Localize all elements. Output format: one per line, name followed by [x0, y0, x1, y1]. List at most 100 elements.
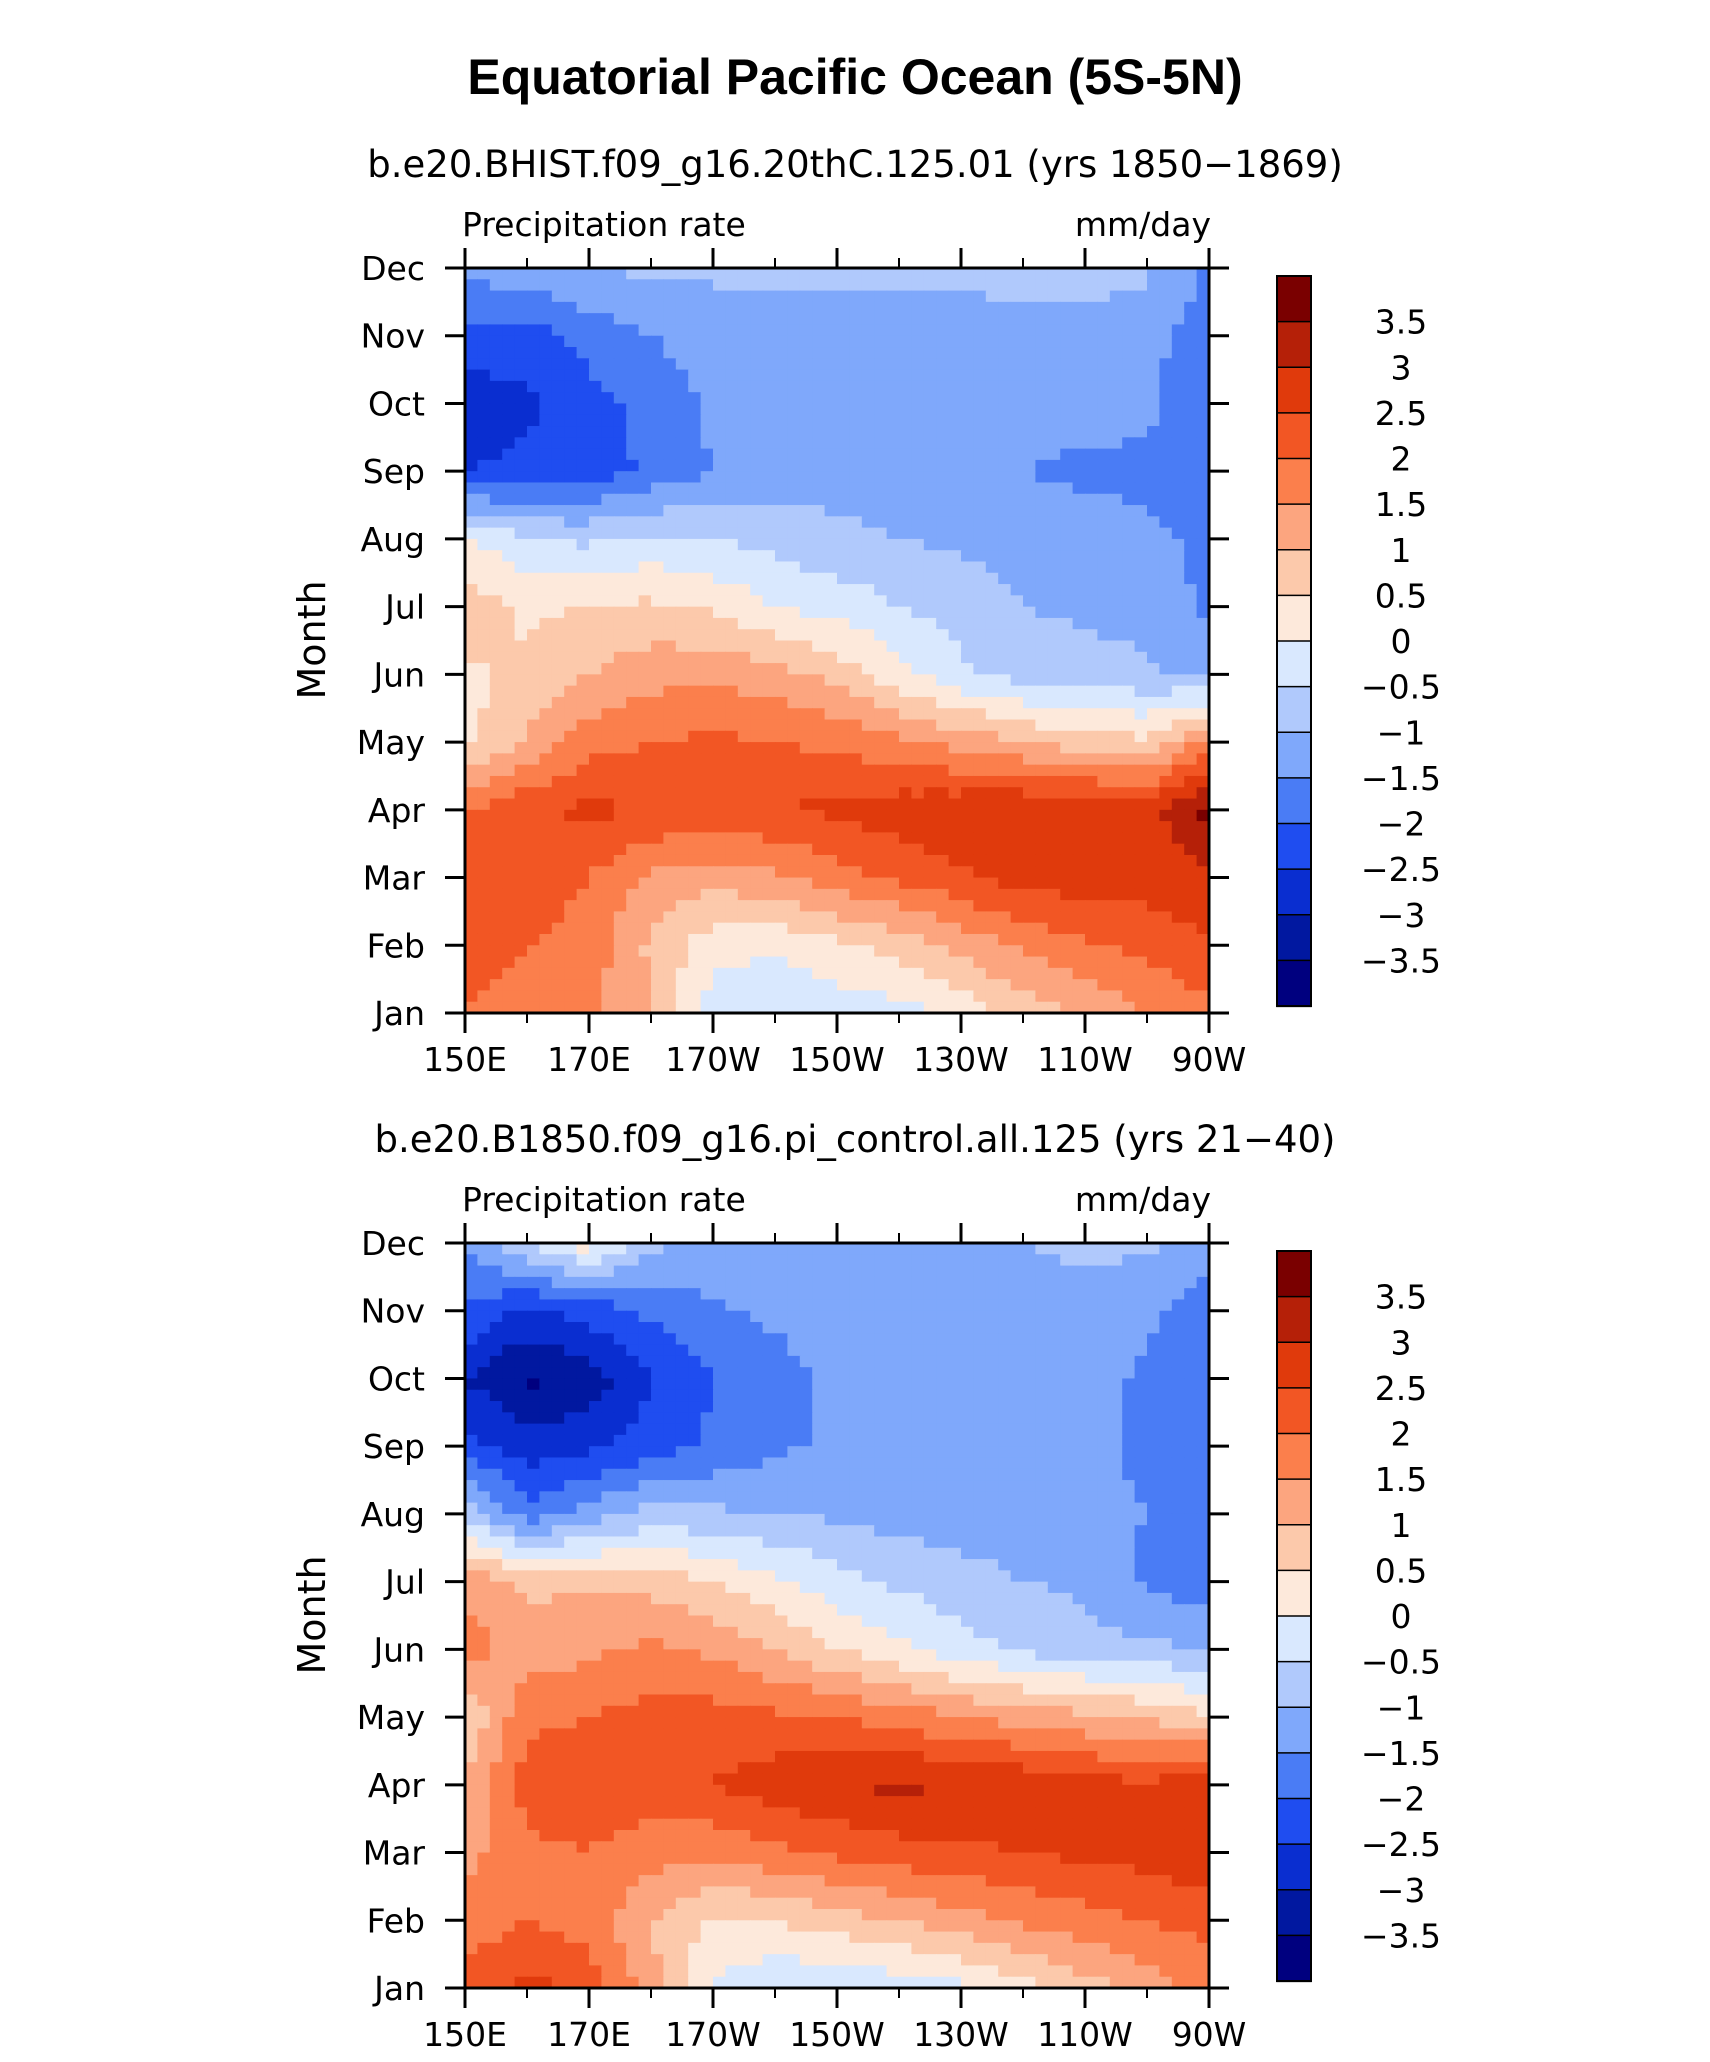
heatmap-cell	[713, 347, 726, 359]
heatmap-cell	[1147, 437, 1160, 450]
heatmap-cell	[626, 482, 640, 495]
heatmap-cell	[700, 854, 714, 867]
heatmap-cell	[849, 380, 863, 393]
heatmap-cell	[514, 832, 528, 845]
heatmap-cell	[551, 1344, 565, 1357]
heatmap-cell	[1085, 629, 1098, 642]
heatmap-cell	[502, 1310, 516, 1323]
heatmap-cell	[713, 380, 726, 393]
heatmap-cell	[527, 268, 540, 280]
heatmap-cell	[502, 1344, 516, 1357]
heatmap-cell	[713, 775, 726, 788]
heatmap-cell	[874, 538, 888, 551]
heatmap-cell	[1147, 877, 1160, 890]
heatmap-cell	[824, 505, 838, 517]
heatmap-cell	[713, 933, 726, 946]
heatmap-cell	[1047, 742, 1061, 754]
heatmap-cell	[638, 358, 652, 371]
heatmap-cell	[787, 301, 801, 314]
heatmap-cell	[589, 527, 602, 540]
heatmap-cell	[899, 335, 912, 348]
heatmap-cell	[886, 313, 900, 326]
heatmap-cell	[886, 640, 900, 653]
heatmap-cell	[1097, 832, 1111, 845]
heatmap-cell	[675, 854, 689, 867]
heatmap-cell	[1134, 854, 1148, 867]
heatmap-cell	[1060, 979, 1074, 992]
heatmap-cell	[1047, 471, 1061, 484]
heatmap-cell	[886, 595, 900, 608]
heatmap-cell	[861, 1265, 875, 1278]
heatmap-cell	[1047, 629, 1061, 642]
heatmap-cell	[539, 505, 553, 517]
colorbar-swatch	[1276, 914, 1312, 962]
heatmap-cell	[725, 708, 739, 721]
heatmap-cell	[688, 764, 702, 777]
heatmap-cell	[576, 832, 590, 845]
heatmap-cell	[923, 1310, 937, 1323]
heatmap-cell	[874, 798, 888, 811]
heatmap-cell	[886, 606, 900, 619]
heatmap-cell	[775, 685, 788, 698]
heatmap-cell	[886, 945, 900, 958]
heatmap-cell	[651, 832, 664, 845]
heatmap-cell	[626, 663, 640, 675]
heatmap-cell	[564, 380, 578, 393]
heatmap-cell	[589, 753, 602, 766]
heatmap-cell	[973, 505, 987, 517]
heatmap-cell	[849, 1243, 863, 1255]
heatmap-cell	[477, 933, 491, 946]
heatmap-cell	[874, 1367, 888, 1380]
heatmap-cell	[1134, 538, 1148, 551]
heatmap-cell	[973, 369, 987, 382]
heatmap-cell	[923, 550, 937, 563]
heatmap-cell	[713, 369, 726, 382]
colorbar-swatch	[1276, 366, 1312, 415]
heatmap-cell	[576, 1322, 590, 1334]
heatmap-cell	[1109, 550, 1123, 563]
heatmap-cell	[1109, 696, 1123, 709]
heatmap-cell	[812, 821, 826, 833]
heatmap-cell	[948, 290, 962, 303]
heatmap-cell	[886, 685, 900, 698]
heatmap-cell	[502, 651, 516, 664]
heatmap-cell	[737, 561, 751, 574]
heatmap-cell	[638, 392, 652, 405]
heatmap-cell	[961, 369, 974, 382]
heatmap-cell	[899, 843, 912, 856]
heatmap-cell	[576, 967, 590, 980]
heatmap-cell	[985, 775, 999, 788]
heatmap-cell	[1060, 279, 1074, 292]
heatmap-cell	[1134, 933, 1148, 946]
heatmap-cell	[1134, 448, 1148, 461]
heatmap-cell	[700, 1265, 714, 1278]
heatmap-cell	[638, 663, 652, 675]
heatmap-cell	[1072, 821, 1086, 833]
heatmap-cell	[812, 1401, 826, 1413]
heatmap-cell	[675, 764, 689, 777]
heatmap-cell	[713, 550, 726, 563]
heatmap-cell	[465, 1322, 478, 1334]
heatmap-cell	[799, 437, 813, 450]
heatmap-cell	[700, 572, 714, 585]
heatmap-cell	[527, 595, 540, 608]
heatmap-cell	[551, 832, 565, 845]
heatmap-cell	[762, 471, 776, 484]
heatmap-cell	[1010, 674, 1024, 687]
heatmap-cell	[626, 696, 640, 709]
heatmap-cell	[1109, 1333, 1123, 1346]
heatmap-cell	[874, 1288, 888, 1301]
heatmap-cell	[1184, 1001, 1198, 1013]
heatmap-cell	[663, 888, 677, 901]
heatmap-cell	[688, 629, 702, 642]
y-tick-label: Feb	[367, 926, 425, 965]
heatmap-cell	[663, 787, 677, 800]
heatmap-cell	[923, 572, 937, 585]
heatmap-cell	[998, 787, 1012, 800]
heatmap-cell	[1010, 1243, 1024, 1255]
heatmap-cell	[589, 696, 602, 709]
heatmap-cell	[1122, 1333, 1136, 1346]
heatmap-cell	[787, 990, 801, 1003]
heatmap-cell	[886, 550, 900, 563]
heatmap-cell	[1072, 809, 1086, 822]
